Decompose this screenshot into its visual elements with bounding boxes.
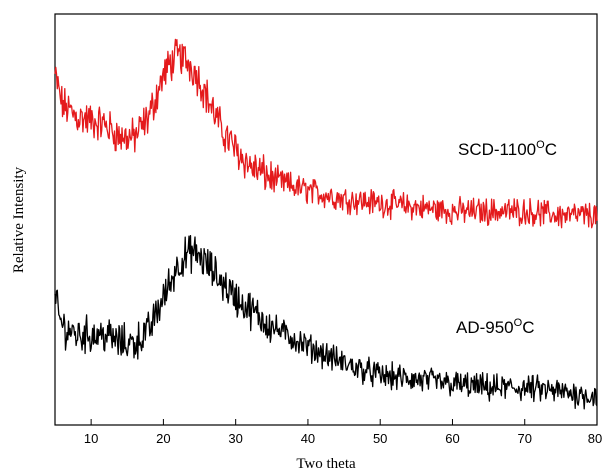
y-axis-label: Relative Intensity (11, 166, 27, 273)
x-tick-label-6: 70 (517, 431, 531, 446)
x-tick-label-1: 20 (156, 431, 170, 446)
series-label-1: AD-950OC (456, 317, 534, 337)
series-labels: SCD-1100OC AD-950OC (456, 139, 557, 337)
x-tick-label-2: 30 (228, 431, 242, 446)
x-axis-label: Two theta (296, 456, 356, 472)
x-tick-label-4: 50 (373, 431, 387, 446)
x-tick-label-5: 60 (445, 431, 459, 446)
series-layer (54, 38, 598, 410)
x-tick-label-7: 80 (588, 431, 602, 446)
series-label-0: SCD-1100OC (458, 139, 557, 159)
series-line-1 (54, 234, 598, 410)
x-tick-label-0: 10 (84, 431, 98, 446)
x-ticks: 10 20 30 40 50 60 70 80 (84, 419, 602, 446)
series-line-0 (54, 38, 598, 229)
plot-frame (54, 13, 598, 426)
x-tick-label-3: 40 (301, 431, 315, 446)
